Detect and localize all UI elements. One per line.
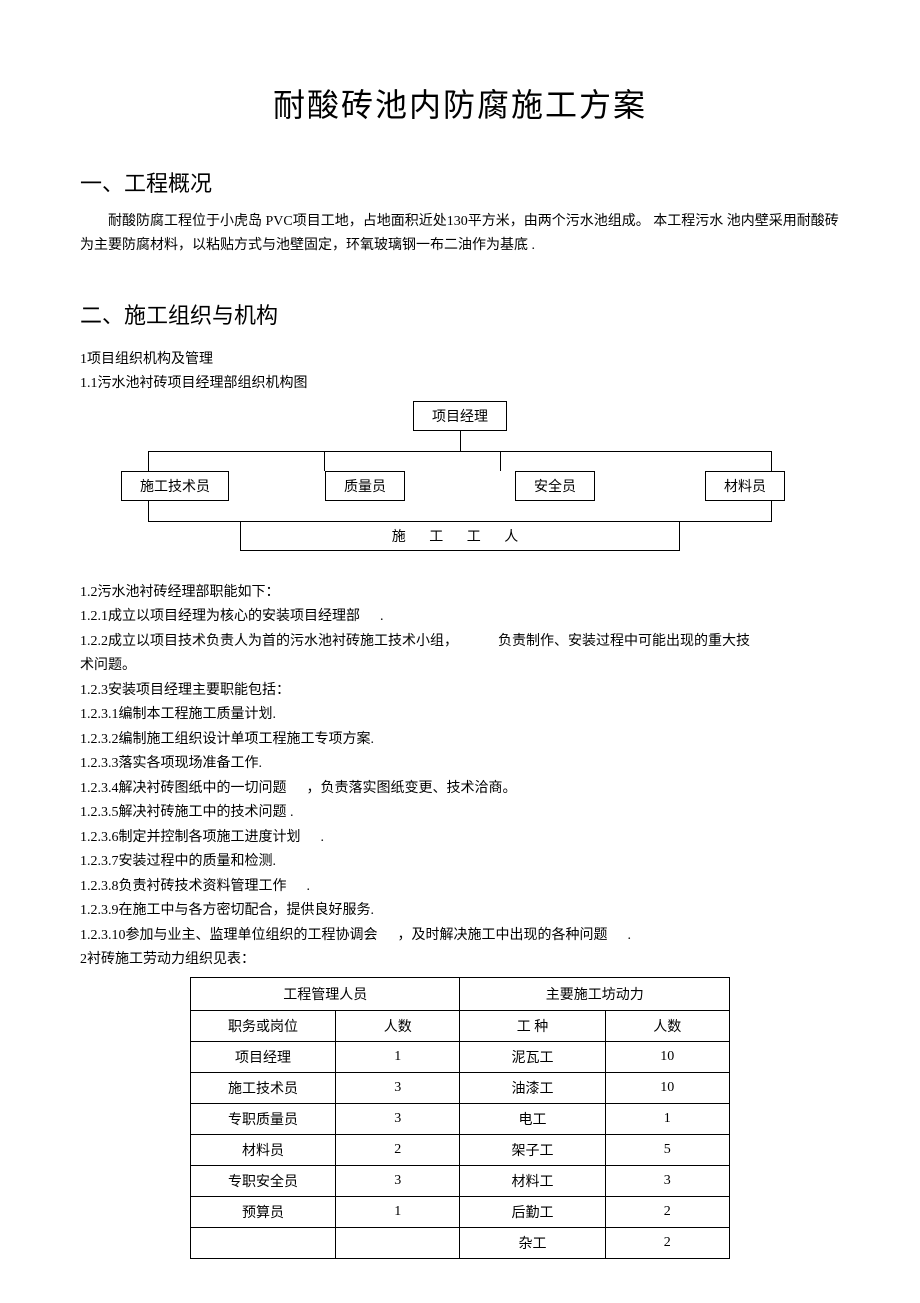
table-cell: 材料工	[460, 1165, 605, 1196]
org-level2-box-3: 材料员	[705, 471, 785, 501]
sub-header-2: 工 种	[460, 1010, 605, 1041]
table-cell: 泥瓦工	[460, 1041, 605, 1072]
table-cell: 架子工	[460, 1134, 605, 1165]
org-level2-box-2: 安全员	[515, 471, 595, 501]
resp-1-2-3-4-a: 1.2.3.4解决衬砖图纸中的一切问题	[80, 781, 287, 796]
table-cell: 1	[605, 1103, 729, 1134]
table-cell: 油漆工	[460, 1072, 605, 1103]
org-chart: 项目经理 施工技术员 质量员 安全员 材料员 施 工 工 人	[80, 401, 840, 551]
table-row: 杂工 2	[191, 1227, 730, 1258]
sub-header-1: 人数	[336, 1010, 460, 1041]
section-1-paragraph: 耐酸防腐工程位于小虎岛 PVC项目工地，占地面积近处130平方米，由两个污水池组…	[80, 210, 840, 258]
resp-1-2-3-5: 1.2.3.5解决衬砖施工中的技术问题 .	[80, 801, 840, 826]
org-level2-box-0: 施工技术员	[121, 471, 229, 501]
table-cell: 专职安全员	[191, 1165, 336, 1196]
group-header-1: 主要施工坊动力	[460, 977, 730, 1010]
table-cell: 2	[605, 1196, 729, 1227]
resp-1-2-1: 1.2.1成立以项目经理为核心的安装项目经理部.	[80, 605, 840, 630]
table-row: 专职质量员 3 电工 1	[191, 1103, 730, 1134]
resp-1-2-3-4-b: ，负责落实图纸变更、技术洽商。	[307, 781, 517, 796]
table-row: 项目经理 1 泥瓦工 10	[191, 1041, 730, 1072]
labor-table: 工程管理人员 主要施工坊动力 职务或岗位 人数 工 种 人数 项目经理 1 泥瓦…	[190, 977, 730, 1259]
table-cell: 10	[605, 1072, 729, 1103]
org-level2-box-1: 质量员	[325, 471, 405, 501]
table-cell: 5	[605, 1134, 729, 1165]
document-title: 耐酸砖池内防腐施工方案	[80, 80, 840, 126]
resp-1-2-3-3: 1.2.3.3落实各项现场准备工作.	[80, 752, 840, 777]
table-cell	[191, 1227, 336, 1258]
table-cell: 3	[336, 1165, 460, 1196]
resp-1-2-3-8: 1.2.3.8负责衬砖技术资料管理工作.	[80, 875, 840, 900]
table-row: 工程管理人员 主要施工坊动力	[191, 977, 730, 1010]
table-cell: 3	[336, 1072, 460, 1103]
resp-1-2-3-7: 1.2.3.7安装过程中的质量和检测.	[80, 850, 840, 875]
table-row: 施工技术员 3 油漆工 10	[191, 1072, 730, 1103]
table-cell: 3	[605, 1165, 729, 1196]
table-cell: 2	[605, 1227, 729, 1258]
sub-header-0: 职务或岗位	[191, 1010, 336, 1041]
resp-1-2-3-10: 1.2.3.10参加与业主、监理单位组织的工程协调会 ，及时解决施工中出现的各种问…	[80, 924, 840, 949]
resp-1-2-3-8-b: .	[307, 879, 311, 894]
resp-1-2-3: 1.2.3安装项目经理主要职能包括：	[80, 679, 840, 704]
resp-1-2-3-6-a: 1.2.3.6制定并控制各项施工进度计划	[80, 830, 301, 845]
item-1: 1项目组织机构及管理	[80, 348, 840, 373]
table-cell: 专职质量员	[191, 1103, 336, 1134]
table-cell: 杂工	[460, 1227, 605, 1258]
resp-1-2-3-6-b: .	[321, 830, 325, 845]
section-1-heading: 一、工程概况	[80, 166, 840, 198]
table-cell: 2	[336, 1134, 460, 1165]
org-top-box: 项目经理	[413, 401, 507, 431]
resp-2: 2衬砖施工劳动力组织见表：	[80, 948, 840, 973]
org-bottom-box: 施 工 工 人	[240, 521, 680, 551]
resp-1-2-3-10-c: .	[628, 928, 632, 943]
resp-1-2: 1.2污水池衬砖经理部职能如下：	[80, 581, 840, 606]
resp-1-2-2-a: 1.2.2成立以项目技术负责人为首的污水池衬砖施工技术小组，	[80, 634, 458, 649]
table-cell: 电工	[460, 1103, 605, 1134]
group-header-0: 工程管理人员	[191, 977, 460, 1010]
table-cell	[336, 1227, 460, 1258]
table-cell: 1	[336, 1196, 460, 1227]
resp-1-2-3-1: 1.2.3.1编制本工程施工质量计划.	[80, 703, 840, 728]
resp-1-2-2: 1.2.2成立以项目技术负责人为首的污水池衬砖施工技术小组， 负责制作、安装过程中…	[80, 630, 840, 655]
table-cell: 10	[605, 1041, 729, 1072]
resp-1-2-3-10-a: 1.2.3.10参加与业主、监理单位组织的工程协调会	[80, 928, 378, 943]
resp-1-2-1-suffix: .	[380, 609, 384, 624]
item-1-1: 1.1污水池衬砖项目经理部组织机构图	[80, 372, 840, 397]
resp-1-2-3-2: 1.2.3.2编制施工组织设计单项工程施工专项方案.	[80, 728, 840, 753]
resp-1-2-2-c: 术问题。	[80, 654, 840, 679]
table-cell: 1	[336, 1041, 460, 1072]
resp-1-2-3-10-b: ，及时解决施工中出现的各种问题	[398, 928, 608, 943]
sub-header-3: 人数	[605, 1010, 729, 1041]
resp-1-2-2-b: 负责制作、安装过程中可能出现的重大技	[498, 634, 750, 649]
table-cell: 材料员	[191, 1134, 336, 1165]
table-cell: 施工技术员	[191, 1072, 336, 1103]
table-cell: 项目经理	[191, 1041, 336, 1072]
table-cell: 后勤工	[460, 1196, 605, 1227]
resp-1-2-3-8-a: 1.2.3.8负责衬砖技术资料管理工作	[80, 879, 287, 894]
resp-1-2-3-6: 1.2.3.6制定并控制各项施工进度计划.	[80, 826, 840, 851]
resp-1-2-3-4: 1.2.3.4解决衬砖图纸中的一切问题 ，负责落实图纸变更、技术洽商。	[80, 777, 840, 802]
table-row: 专职安全员 3 材料工 3	[191, 1165, 730, 1196]
resp-1-2-3-9: 1.2.3.9在施工中与各方密切配合，提供良好服务.	[80, 899, 840, 924]
table-cell: 3	[336, 1103, 460, 1134]
table-cell: 预算员	[191, 1196, 336, 1227]
table-row: 职务或岗位 人数 工 种 人数	[191, 1010, 730, 1041]
resp-1-2-1-text: 1.2.1成立以项目经理为核心的安装项目经理部	[80, 609, 360, 624]
table-row: 预算员 1 后勤工 2	[191, 1196, 730, 1227]
section-2-heading: 二、施工组织与机构	[80, 298, 840, 330]
table-row: 材料员 2 架子工 5	[191, 1134, 730, 1165]
